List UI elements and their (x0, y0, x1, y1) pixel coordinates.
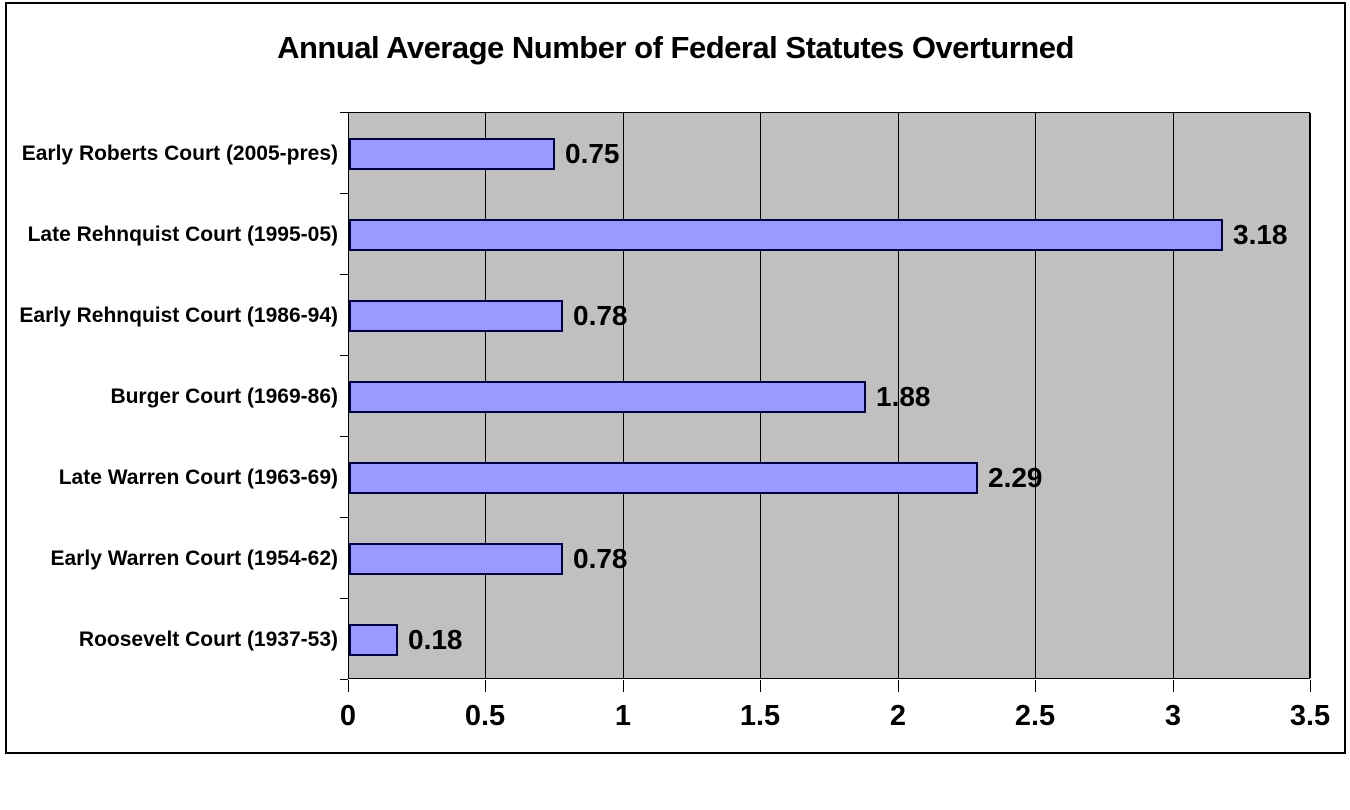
category-label: Early Roberts Court (2005-pres) (21, 142, 338, 165)
bar-value-label: 0.18 (408, 624, 463, 655)
bar (349, 543, 563, 575)
x-axis-tick-label: 1.5 (739, 700, 781, 732)
x-axis-tick (623, 680, 624, 692)
x-axis-tick-label: 3.5 (1289, 700, 1331, 732)
x-axis-tick-label: 2 (889, 700, 907, 732)
bar (349, 219, 1223, 251)
x-axis-tick (1173, 680, 1174, 692)
bar-value-label: 0.78 (573, 300, 628, 331)
x-axis-tick (485, 680, 486, 692)
category-label: Late Warren Court (1963-69) (58, 466, 338, 489)
bar (349, 381, 866, 413)
bar-value-label: 0.78 (573, 543, 628, 574)
y-axis-tick (340, 436, 348, 437)
x-axis-tick-label: 0.5 (464, 700, 506, 732)
x-axis-tick-label: 3 (1164, 700, 1182, 732)
y-axis-tick (340, 193, 348, 194)
bar (349, 300, 563, 332)
category-label: Roosevelt Court (1937-53) (78, 628, 338, 651)
gridline (1310, 113, 1311, 678)
category-label: Late Rehnquist Court (1995-05) (27, 223, 338, 246)
x-axis-tick (1035, 680, 1036, 692)
category-label: Early Warren Court (1954-62) (50, 547, 339, 570)
gridline (1035, 113, 1037, 678)
bar (349, 138, 555, 170)
category-label: Burger Court (1969-86) (110, 385, 338, 408)
x-axis-tick (898, 680, 899, 692)
bar (349, 462, 978, 494)
gridline (897, 113, 899, 678)
gridline (1172, 113, 1174, 678)
bar-value-label: 0.75 (565, 138, 620, 169)
y-axis-tick (340, 598, 348, 599)
y-axis-tick (340, 517, 348, 518)
chart-title: Annual Average Number of Federal Statute… (277, 30, 1074, 65)
y-axis-tick (340, 274, 348, 275)
x-axis-tick-label: 1 (614, 700, 632, 732)
x-axis-tick (1310, 680, 1311, 692)
x-axis-tick (760, 680, 761, 692)
bar (349, 624, 398, 656)
category-label: Early Rehnquist Court (1986-94) (19, 304, 338, 327)
x-axis-tick-label: 2.5 (1014, 700, 1056, 732)
bar-value-label: 1.88 (876, 381, 931, 412)
x-axis-tick (348, 680, 349, 692)
bar-value-label: 3.18 (1233, 219, 1288, 250)
x-axis-tick-label: 0 (339, 700, 357, 732)
y-axis-tick (340, 112, 348, 113)
y-axis-tick (340, 679, 348, 680)
bar-value-label: 2.29 (988, 462, 1043, 493)
plot-area: 0.75 3.18 0.78 1.88 2.29 0.78 0.18 (348, 112, 1311, 679)
y-axis-tick (340, 355, 348, 356)
